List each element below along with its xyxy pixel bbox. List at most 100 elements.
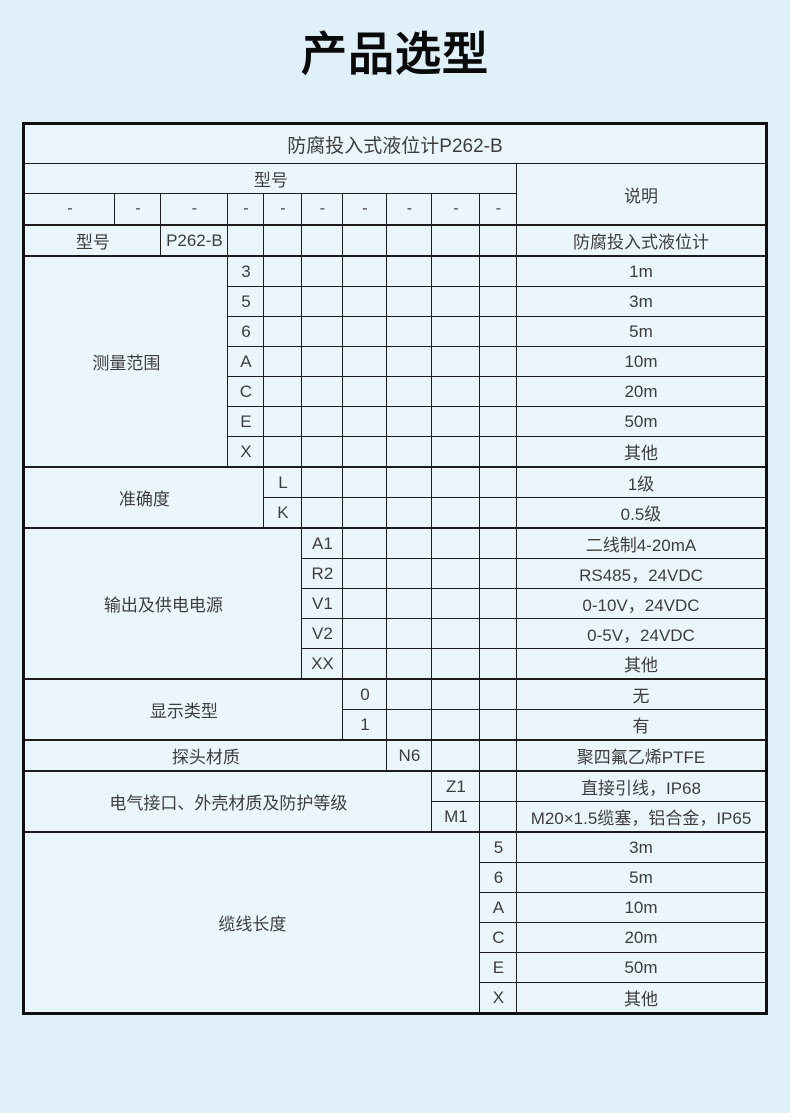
code-cell: C	[479, 922, 518, 953]
code-cell: Z1	[431, 770, 481, 802]
empty-cell	[386, 376, 433, 407]
dash-cell: -	[23, 193, 116, 226]
empty-cell	[431, 588, 481, 619]
empty-cell	[342, 316, 388, 347]
empty-cell	[342, 436, 388, 468]
section-row: 探头材质 N6 聚四氟乙烯PTFE	[23, 739, 767, 772]
empty-cell	[479, 286, 518, 317]
empty-cell	[479, 316, 518, 347]
empty-cell	[386, 466, 433, 498]
empty-cell	[342, 286, 388, 317]
empty-cell	[386, 224, 433, 257]
empty-cell	[263, 376, 303, 407]
empty-cell	[342, 466, 388, 498]
table-title-cell: 防腐投入式液位计P262-B	[23, 123, 767, 164]
empty-cell	[479, 678, 518, 710]
empty-cell	[386, 346, 433, 377]
section-row: 电气接口、外壳材质及防护等级 Z1 直接引线，IP68	[23, 770, 767, 833]
empty-cell	[301, 376, 344, 407]
dash-cell: -	[160, 193, 229, 226]
desc-cell: RS485，24VDC	[516, 558, 767, 589]
section-row: A 10m	[24, 346, 767, 377]
empty-cell	[479, 255, 518, 287]
empty-cell	[263, 286, 303, 317]
code-cell: 1	[342, 709, 388, 741]
empty-cell	[342, 376, 388, 407]
empty-cell	[386, 406, 433, 437]
empty-cell	[342, 406, 388, 437]
code-cell: R2	[301, 558, 344, 589]
product-selection-table: 防腐投入式液位计P262-B 型号 说明 - - - - - - - - - -…	[22, 122, 768, 1015]
desc-cell: 3m	[516, 831, 767, 863]
code-cell: XX	[301, 648, 344, 680]
empty-cell	[263, 255, 303, 287]
desc-cell: 聚四氟乙烯PTFE	[516, 739, 767, 772]
desc-cell: 20m	[516, 922, 767, 953]
section-row: 型号 P262-B 防腐投入式液位计	[23, 224, 767, 257]
empty-cell	[386, 286, 433, 317]
section-label-cell: 准确度	[23, 466, 265, 529]
empty-cell	[431, 224, 481, 257]
code-cell: V1	[301, 588, 344, 619]
section-row: E 50m	[24, 952, 767, 983]
model-header-cell: 型号	[23, 163, 518, 194]
code-cell: E	[479, 952, 518, 983]
code-cell: 5	[227, 286, 265, 317]
empty-cell	[431, 255, 481, 287]
dash-cell: -	[227, 193, 265, 226]
section-row: 输出及供电电源 A1 二线制4-20mA	[23, 527, 767, 680]
desc-cell: 20m	[516, 376, 767, 407]
code-cell: K	[263, 497, 303, 529]
empty-cell	[301, 466, 344, 498]
empty-cell	[431, 376, 481, 407]
empty-cell	[479, 558, 518, 589]
section-row: 缆线长度 5 3m	[23, 831, 767, 1014]
empty-cell	[479, 588, 518, 619]
empty-cell	[301, 406, 344, 437]
section-label-cell: 电气接口、外壳材质及防护等级	[23, 770, 433, 833]
desc-cell: 0-10V，24VDC	[516, 588, 767, 619]
desc-cell: 10m	[516, 346, 767, 377]
code-cell: E	[227, 406, 265, 437]
section-label-cell: 缆线长度	[23, 831, 481, 1014]
empty-cell	[431, 678, 481, 710]
empty-cell	[386, 316, 433, 347]
empty-cell	[431, 648, 481, 680]
code-cell: 6	[227, 316, 265, 347]
section-label-cell: 测量范围	[23, 255, 229, 468]
section-row: 显示类型 0 无	[23, 678, 767, 741]
empty-cell	[431, 316, 481, 347]
desc-cell: 其他	[516, 436, 767, 468]
empty-cell	[301, 316, 344, 347]
empty-cell	[342, 497, 388, 529]
empty-cell	[431, 527, 481, 559]
empty-cell	[263, 406, 303, 437]
empty-cell	[386, 497, 433, 529]
section-row: E 50m	[24, 406, 767, 437]
dash-cell: -	[431, 193, 481, 226]
empty-cell	[386, 527, 433, 559]
dash-cell: -	[301, 193, 344, 226]
desc-cell: 其他	[516, 648, 767, 680]
section-row: X 其他	[24, 982, 767, 1014]
empty-cell	[479, 224, 518, 257]
dash-cell: -	[342, 193, 388, 226]
section-row: XX 其他	[24, 648, 767, 680]
empty-cell	[342, 558, 388, 589]
empty-cell	[386, 436, 433, 468]
section-row: 5 3m	[24, 286, 767, 317]
section-label-cell: 探头材质	[23, 739, 388, 772]
empty-cell	[479, 770, 518, 802]
empty-cell	[301, 497, 344, 529]
empty-cell	[431, 497, 481, 529]
empty-cell	[386, 709, 433, 741]
empty-cell	[386, 255, 433, 287]
code-cell: X	[479, 982, 518, 1014]
empty-cell	[301, 286, 344, 317]
empty-cell	[479, 376, 518, 407]
section-row: V1 0-10V，24VDC	[24, 588, 767, 619]
empty-cell	[479, 406, 518, 437]
code-cell: C	[227, 376, 265, 407]
section-row: 准确度 L 1级	[23, 466, 767, 529]
